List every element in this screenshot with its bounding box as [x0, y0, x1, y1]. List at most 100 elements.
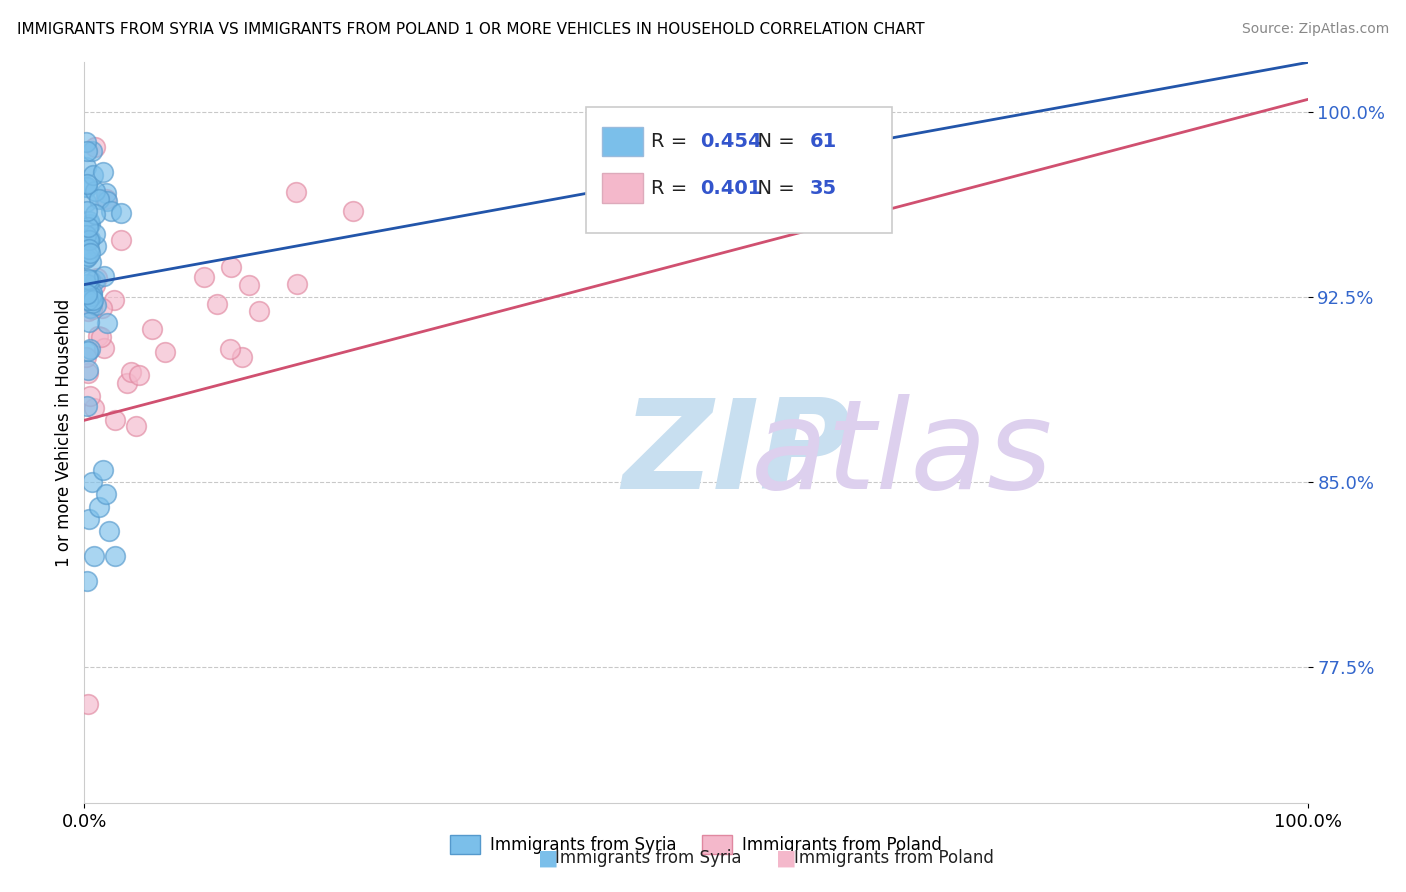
Point — [110, 205, 132, 219]
FancyBboxPatch shape — [602, 127, 644, 156]
Point — [76, 287, 98, 301]
Point — [100, 203, 122, 218]
Point — [76, 362, 98, 376]
Point — [205, 297, 228, 311]
Point — [79, 289, 101, 303]
Text: 0.454: 0.454 — [700, 132, 761, 151]
Point — [75, 135, 97, 149]
Point — [80, 302, 103, 317]
Point — [238, 277, 260, 292]
Text: ▪: ▪ — [537, 842, 560, 875]
Text: ZIP: ZIP — [623, 394, 851, 516]
Point — [141, 322, 163, 336]
Point — [79, 242, 101, 256]
Point — [76, 232, 98, 246]
Point — [104, 413, 127, 427]
Point — [84, 277, 107, 292]
Point — [79, 342, 101, 356]
Point — [76, 399, 98, 413]
Text: Immigrants from Poland: Immigrants from Poland — [794, 849, 994, 867]
Text: R =: R = — [651, 132, 693, 151]
Text: 61: 61 — [810, 132, 837, 151]
Point — [76, 304, 98, 318]
Point — [79, 301, 101, 316]
Point — [82, 168, 104, 182]
Point — [82, 288, 104, 302]
Point — [77, 214, 100, 228]
Point — [76, 277, 98, 292]
Point — [89, 192, 111, 206]
Text: IMMIGRANTS FROM SYRIA VS IMMIGRANTS FROM POLAND 1 OR MORE VEHICLES IN HOUSEHOLD : IMMIGRANTS FROM SYRIA VS IMMIGRANTS FROM… — [17, 22, 925, 37]
Point — [91, 463, 114, 477]
Point — [83, 549, 105, 563]
Point — [96, 316, 118, 330]
Point — [77, 249, 100, 263]
Point — [218, 342, 240, 356]
Point — [75, 160, 97, 174]
Point — [125, 418, 148, 433]
Text: 35: 35 — [810, 178, 837, 198]
Point — [110, 233, 132, 247]
Point — [94, 192, 117, 206]
Point — [79, 246, 101, 260]
Point — [80, 296, 103, 310]
Point — [219, 260, 242, 275]
Point — [77, 697, 100, 711]
Point — [193, 270, 215, 285]
Point — [79, 389, 101, 403]
Point — [79, 217, 101, 231]
Point — [82, 286, 104, 301]
Point — [83, 273, 105, 287]
Point — [77, 315, 100, 329]
Point — [76, 145, 98, 159]
Point — [79, 232, 101, 246]
Text: R =: R = — [651, 178, 693, 198]
Point — [82, 293, 104, 307]
Point — [75, 194, 97, 209]
Point — [285, 185, 308, 199]
Point — [91, 165, 114, 179]
Point — [75, 252, 97, 266]
Point — [76, 179, 98, 194]
Point — [76, 293, 98, 308]
Point — [87, 329, 110, 343]
Text: atlas: atlas — [751, 394, 1053, 516]
Point — [128, 368, 150, 382]
Point — [76, 203, 98, 218]
Point — [231, 351, 253, 365]
Y-axis label: 1 or more Vehicles in Household: 1 or more Vehicles in Household — [55, 299, 73, 566]
Point — [86, 271, 108, 285]
Point — [104, 549, 127, 563]
Point — [77, 233, 100, 247]
Text: 0.401: 0.401 — [700, 178, 761, 198]
Point — [153, 344, 176, 359]
Point — [76, 177, 98, 191]
Legend: Immigrants from Syria, Immigrants from Poland: Immigrants from Syria, Immigrants from P… — [444, 829, 948, 861]
Point — [80, 255, 103, 269]
Point — [96, 186, 118, 200]
Point — [77, 366, 100, 380]
Point — [93, 341, 115, 355]
Text: Source: ZipAtlas.com: Source: ZipAtlas.com — [1241, 22, 1389, 37]
Point — [82, 144, 104, 158]
Point — [79, 272, 101, 286]
Text: N =: N = — [745, 178, 801, 198]
Point — [90, 301, 112, 315]
Point — [76, 271, 98, 285]
Point — [84, 140, 107, 154]
Point — [83, 401, 105, 415]
FancyBboxPatch shape — [586, 107, 891, 233]
Point — [96, 194, 118, 209]
Point — [80, 475, 103, 489]
Point — [84, 298, 107, 312]
Point — [84, 184, 107, 198]
Point — [75, 227, 97, 242]
Point — [285, 277, 308, 292]
Text: Immigrants from Syria: Immigrants from Syria — [555, 849, 742, 867]
Text: ▪: ▪ — [776, 842, 799, 875]
Point — [76, 229, 98, 244]
Text: N =: N = — [745, 132, 801, 151]
Point — [120, 365, 142, 379]
Point — [83, 207, 105, 221]
Point — [93, 268, 115, 283]
